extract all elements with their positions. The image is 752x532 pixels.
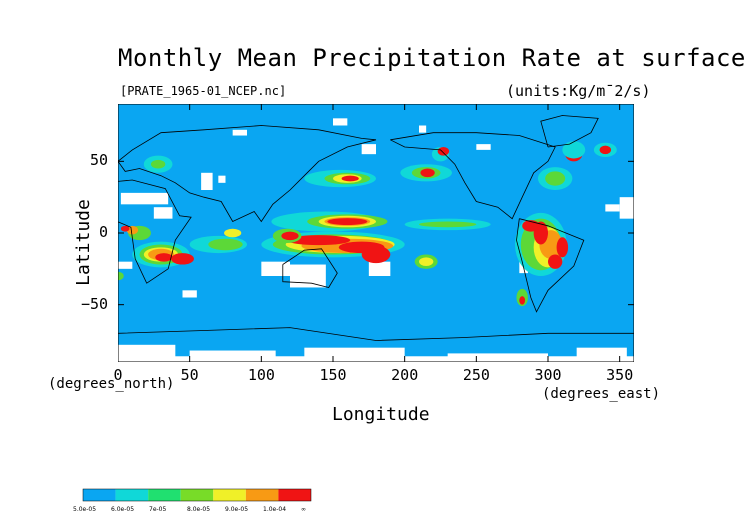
colorbar-segment xyxy=(148,489,181,501)
x-axis-label: Longitude xyxy=(332,404,430,425)
colorbar-segment xyxy=(278,489,311,501)
coastline xyxy=(540,115,599,148)
coastlines xyxy=(118,115,634,341)
precip-region xyxy=(361,245,391,264)
colorbar-segment xyxy=(213,489,246,501)
colorbar-segment xyxy=(245,489,279,501)
precip-region xyxy=(437,147,450,156)
colorbar-label: 5.0e-05 xyxy=(73,506,97,513)
colorbar-segment xyxy=(83,489,116,501)
coastline xyxy=(390,132,556,220)
precip-region xyxy=(341,175,359,182)
coastline xyxy=(118,179,192,284)
y-axis-unit-label: (degrees_north) xyxy=(48,376,175,392)
missing-patch xyxy=(261,261,290,276)
chart-title: Monthly Mean Precipitation Rate at surfa… xyxy=(118,44,746,72)
missing-patch xyxy=(605,204,620,212)
colorbar-label: 8.0e-05 xyxy=(187,506,211,513)
precip-region xyxy=(545,171,566,186)
missing-patch xyxy=(218,175,226,183)
colorbar-label: 1.0e-04 xyxy=(263,506,287,513)
precip-region xyxy=(208,238,243,251)
missing-patch xyxy=(333,118,348,126)
precip-region xyxy=(599,145,612,155)
y-axis-label: Latitude xyxy=(72,199,94,286)
coastline xyxy=(118,327,634,341)
colorbar-segment xyxy=(180,489,214,501)
x-tick-label: 150 xyxy=(319,366,347,384)
x-tick-label: 100 xyxy=(247,366,275,384)
x-tick-label: 300 xyxy=(534,366,562,384)
missing-patch xyxy=(361,144,376,155)
precip-region xyxy=(562,141,586,159)
colorbar-label: 7e-05 xyxy=(149,506,167,513)
colorbar-label: ∞ xyxy=(301,506,306,513)
units-label: (units:Kg/m¯2/s) xyxy=(506,82,651,100)
precip-region xyxy=(420,168,435,178)
missing-patch xyxy=(476,144,491,150)
precip-region xyxy=(118,271,124,281)
precip-region xyxy=(155,253,173,262)
colorbar-segment xyxy=(115,489,149,501)
coastline xyxy=(516,218,585,313)
precip-region xyxy=(287,235,351,246)
precip-region xyxy=(419,221,477,228)
x-axis-unit-label: (degrees_east) xyxy=(542,386,661,402)
y-tick-label: 50 xyxy=(90,151,109,170)
precipitation-map xyxy=(118,104,634,362)
y-tick-label: −50 xyxy=(81,294,109,313)
missing-patch xyxy=(118,261,133,269)
missing-patch xyxy=(182,290,197,298)
x-tick-label: 50 xyxy=(180,366,199,384)
missing-patch xyxy=(290,264,326,288)
missing-patch xyxy=(201,172,213,190)
colorbar-label: 6.0e-05 xyxy=(111,506,135,513)
x-tick-label: 350 xyxy=(606,366,634,384)
y-tick-label: 0 xyxy=(99,223,109,241)
coastline xyxy=(118,125,377,223)
missing-patch xyxy=(120,192,169,205)
file-label: [PRATE_1965-01_NCEP.nc] xyxy=(120,84,287,98)
missing-patch xyxy=(619,197,634,219)
precipitation-bands xyxy=(118,141,617,307)
missing-patch xyxy=(419,125,427,133)
x-tick-label: 200 xyxy=(391,366,419,384)
missing-patch xyxy=(118,344,176,362)
precip-region xyxy=(419,257,434,266)
missing-patch xyxy=(153,207,173,219)
precip-region xyxy=(150,159,166,169)
precip-region xyxy=(548,254,563,269)
colorbar-label: 9.0e-05 xyxy=(225,506,249,513)
precip-region xyxy=(126,225,139,235)
precip-region xyxy=(224,228,242,238)
missing-patch xyxy=(232,129,247,136)
precip-region xyxy=(327,218,368,225)
missing-patch xyxy=(368,261,391,276)
missing-patch xyxy=(304,347,405,362)
x-tick-label: 0 xyxy=(113,366,123,384)
precip-region xyxy=(281,231,299,241)
precip-region xyxy=(519,296,526,305)
colorbar xyxy=(82,488,312,502)
precip-region xyxy=(556,237,569,258)
colorbar-frame xyxy=(82,488,312,502)
missing-patch xyxy=(576,347,627,362)
coastline xyxy=(282,248,338,288)
precip-region xyxy=(120,225,130,232)
missing-patch xyxy=(189,350,276,362)
precip-region xyxy=(171,253,194,265)
missing-patch xyxy=(447,353,548,362)
x-tick-label: 250 xyxy=(462,366,490,384)
axis-ticks xyxy=(118,104,634,362)
